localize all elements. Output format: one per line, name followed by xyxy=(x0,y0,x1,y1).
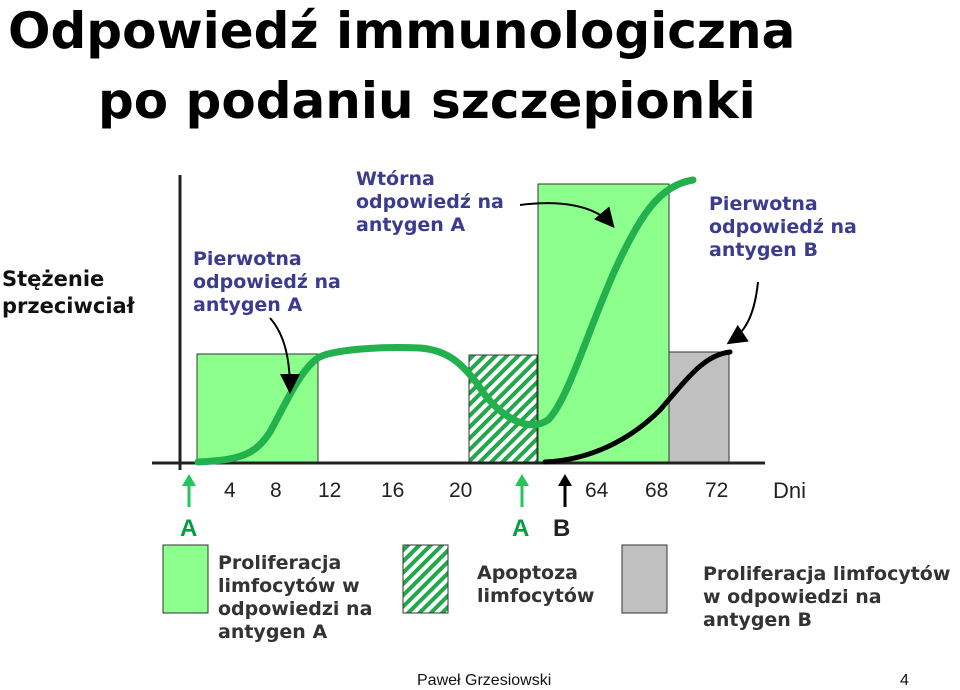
annotation-line: antygen A xyxy=(356,214,466,236)
tick-label: 64 xyxy=(585,479,609,502)
y-axis-label-line1: Stężenie xyxy=(2,267,105,291)
marker-label-a1: A xyxy=(180,515,198,542)
y-axis-label-line2: przeciwciał xyxy=(2,294,135,318)
legend-line: antygen A xyxy=(218,621,328,643)
slide-title-line1: Odpowiedź immunologiczna xyxy=(8,2,796,60)
footer-page-number: 4 xyxy=(900,672,909,689)
legend-line: limfocytów w xyxy=(218,575,360,597)
bar-proliferation-a-secondary xyxy=(537,183,670,464)
legend-swatch-proliferation-b xyxy=(621,544,668,614)
tick-label: 68 xyxy=(645,479,669,502)
legend-line: antygen B xyxy=(703,609,812,631)
x-axis-unit: Dni xyxy=(773,478,807,503)
annotation-primary-a: Pierwotna odpowiedź na antygen A xyxy=(193,248,341,317)
legend-swatch-proliferation-a xyxy=(162,544,209,614)
tick-label: 4 xyxy=(224,479,236,502)
marker-arrow-a2 xyxy=(515,474,529,507)
legend-line: Proliferacja xyxy=(218,552,342,574)
bar-proliferation-b xyxy=(668,351,730,464)
marker-arrow-b xyxy=(558,474,572,507)
annotation-line: odpowiedź na xyxy=(356,191,504,213)
legend-text-proliferation-a: Proliferacja limfocytów w odpowiedzi na … xyxy=(218,552,372,644)
slide-title-line2: po podaniu szczepionki xyxy=(98,72,756,130)
marker-label-b: B xyxy=(553,515,571,542)
annotation-line: odpowiedź na xyxy=(193,271,341,293)
legend-line: Apoptoza xyxy=(477,562,578,584)
curve-antigen-a xyxy=(194,176,697,466)
tick-label: 72 xyxy=(705,479,729,502)
marker-arrow-a1 xyxy=(182,474,196,507)
tick-label: 12 xyxy=(318,479,342,502)
arrow-primary-b xyxy=(726,281,759,345)
legend-swatch-apoptosis xyxy=(402,544,449,614)
arrow-secondary-a xyxy=(519,202,615,229)
legend-line: w odpowiedzi na xyxy=(703,586,882,608)
annotation-line: antygen A xyxy=(193,294,303,316)
legend-line: Proliferacja limfocytów xyxy=(703,563,951,585)
tick-label: 8 xyxy=(270,479,282,502)
legend-text-apoptosis: Apoptoza limfocytów xyxy=(477,562,594,608)
y-axis-label: Stężenie przeciwciał xyxy=(2,266,135,320)
annotation-line: Wtórna xyxy=(356,168,435,190)
legend-text-proliferation-b: Proliferacja limfocytów w odpowiedzi na … xyxy=(703,563,950,632)
arrow-primary-a xyxy=(269,317,300,394)
annotation-secondary-a: Wtórna odpowiedź na antygen A xyxy=(356,168,504,237)
annotation-line: Pierwotna xyxy=(709,193,818,215)
tick-label: 20 xyxy=(449,479,473,502)
legend-line: limfocytów xyxy=(477,585,595,607)
footer-author: Paweł Grzesiowski xyxy=(417,672,552,689)
marker-label-a2: A xyxy=(512,515,530,542)
annotation-line: Pierwotna xyxy=(193,248,302,270)
annotation-line: antygen B xyxy=(709,239,818,261)
annotation-primary-b: Pierwotna odpowiedź na antygen B xyxy=(709,193,857,262)
tick-label: 16 xyxy=(381,479,405,502)
annotation-line: odpowiedź na xyxy=(709,216,857,238)
legend-line: odpowiedzi na xyxy=(218,598,373,620)
curve-antigen-b xyxy=(542,349,733,465)
